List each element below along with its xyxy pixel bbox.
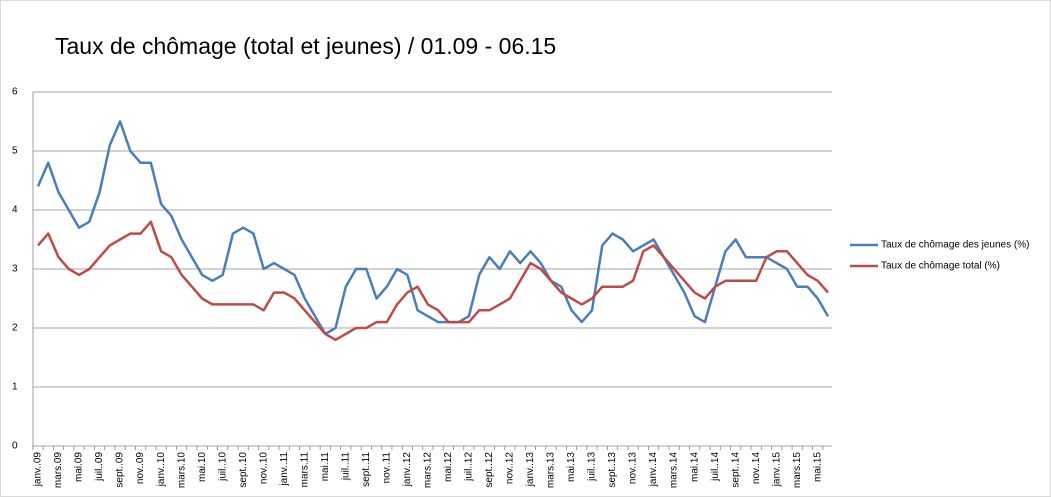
series-line — [36, 120, 830, 336]
x-tick-label: juil..14 — [710, 452, 721, 482]
x-tick-label: juil..12 — [464, 452, 475, 482]
x-tick-label: mars.14 — [669, 452, 680, 489]
x-tick-label: sept..10 — [238, 452, 249, 488]
x-tick-label: mars.15 — [792, 452, 803, 489]
x-tick-label: janv..12 — [402, 452, 413, 488]
x-tick-label: janv..10 — [156, 452, 167, 488]
y-tick-label: 3 — [12, 264, 18, 275]
x-tick-label: mai.09 — [74, 452, 85, 482]
x-tick-label: janv..11 — [279, 452, 290, 487]
x-tick-label: mai.13 — [566, 452, 577, 482]
x-tick-label: juil..13 — [587, 452, 598, 482]
x-tick-label: mai.10 — [197, 452, 208, 482]
x-tick-label: juil..10 — [217, 452, 228, 482]
x-tick-label: janv..14 — [648, 452, 659, 488]
x-tick-label: nov..12 — [505, 452, 516, 484]
x-tick-label: janv..13 — [525, 452, 536, 488]
x-tick-label: nov..09 — [135, 452, 146, 484]
x-tick-label: sept..13 — [607, 452, 618, 488]
x-tick-label: juil..09 — [94, 452, 105, 482]
x-tick-label: mars.13 — [546, 452, 557, 489]
x-tick-label: janv..09 — [33, 452, 44, 488]
x-tick-label: mai.11 — [320, 452, 331, 482]
x-tick-label: nov..13 — [628, 452, 639, 484]
y-tick-label: 2 — [12, 323, 18, 334]
x-tick-label: mars.12 — [423, 452, 434, 489]
x-tick-label: mars.11 — [299, 452, 310, 488]
x-tick-label: nov..11 — [381, 452, 392, 484]
legend-label: Taux de chômage des jeunes (%) — [881, 240, 1029, 251]
x-tick-label: mai.15 — [812, 452, 823, 482]
x-tick-label: sept..12 — [484, 452, 495, 488]
y-tick-label: 6 — [12, 87, 18, 98]
y-tick-label: 4 — [12, 205, 18, 216]
x-tick-label: sept..09 — [115, 452, 126, 488]
y-tick-label: 0 — [12, 441, 18, 452]
x-tick-label: mai.14 — [689, 452, 700, 482]
x-tick-label: nov..14 — [751, 452, 762, 484]
y-tick-label: 1 — [12, 382, 18, 393]
x-tick-label: sept..14 — [730, 452, 741, 488]
x-tick-label: janv..15 — [771, 452, 782, 488]
x-tick-label: mars.10 — [176, 452, 187, 489]
x-tick-label: juil..11 — [340, 452, 351, 482]
legend-label: Taux de chômage total (%) — [881, 261, 1000, 272]
chart-title: Taux de chômage (total et jeunes) / 01.0… — [55, 33, 556, 59]
y-tick-label: 5 — [12, 146, 18, 157]
series-line — [37, 220, 829, 342]
x-tick-label: mai.12 — [443, 452, 454, 482]
x-tick-label: mars.09 — [53, 452, 64, 489]
x-tick-label: sept..11 — [361, 452, 372, 487]
x-tick-label: nov..10 — [258, 452, 269, 484]
